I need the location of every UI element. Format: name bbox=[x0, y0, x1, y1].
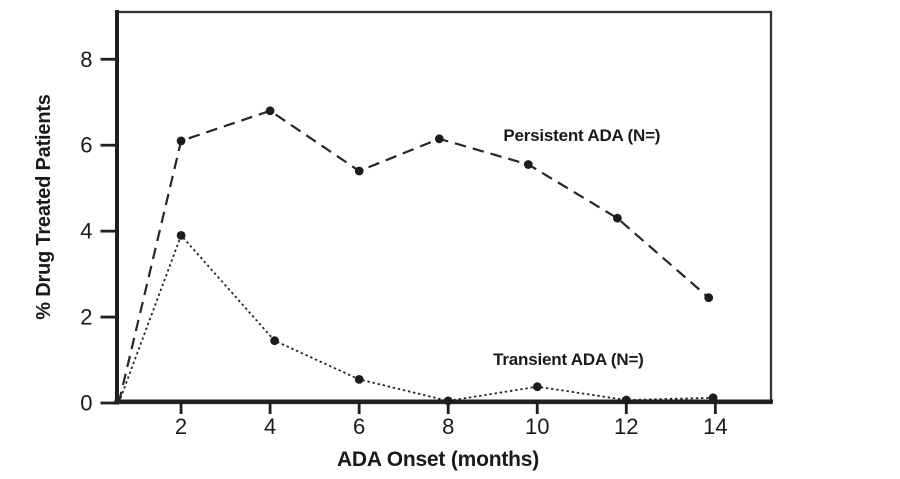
data-point-marker-persistent bbox=[613, 213, 622, 223]
x-axis-ticks: 2 4 6 8 10 12 14 bbox=[175, 403, 728, 439]
series-line-persistent bbox=[117, 109, 710, 404]
data-point-marker-transient bbox=[532, 382, 542, 392]
x-tick-label: 4 bbox=[264, 414, 276, 439]
plot-border bbox=[115, 10, 773, 405]
y-tick-label: 4 bbox=[80, 219, 92, 244]
y-axis-ticks: 0 2 4 6 8 bbox=[80, 47, 117, 416]
data-point-marker-persistent bbox=[434, 134, 444, 144]
data-point-marker-transient bbox=[443, 396, 453, 406]
series-layer bbox=[117, 106, 718, 406]
data-point-marker-persistent bbox=[523, 160, 533, 169]
y-tick-label: 0 bbox=[80, 391, 92, 416]
x-tick-label: 6 bbox=[353, 414, 365, 439]
x-tick-label: 8 bbox=[442, 414, 454, 439]
data-point-marker-persistent bbox=[704, 293, 714, 303]
y-tick-label: 8 bbox=[80, 47, 92, 72]
x-tick-label: 2 bbox=[175, 414, 187, 439]
x-tick-label: 10 bbox=[525, 414, 549, 439]
x-tick-label: 14 bbox=[703, 414, 727, 439]
series-label-transient: Transient ADA (N=) bbox=[493, 350, 644, 369]
series-label-persistent: Persistent ADA (N=) bbox=[503, 126, 660, 145]
data-point-marker-transient bbox=[176, 231, 186, 240]
y-axis-title: % Drug Treated Patients bbox=[33, 94, 55, 320]
data-point-marker-transient bbox=[621, 395, 631, 405]
data-point-marker-transient bbox=[708, 393, 718, 403]
data-point-marker-persistent bbox=[354, 166, 364, 176]
x-axis-title: ADA Onset (months) bbox=[337, 448, 539, 471]
x-tick-label: 12 bbox=[614, 414, 638, 439]
y-tick-label: 2 bbox=[80, 305, 92, 330]
y-tick-label: 6 bbox=[80, 133, 92, 158]
data-point-marker-transient bbox=[270, 336, 279, 346]
series-line-transient bbox=[117, 233, 714, 404]
data-point-marker-transient bbox=[354, 375, 364, 384]
data-point-marker-persistent bbox=[265, 106, 275, 116]
data-point-marker-persistent bbox=[176, 136, 186, 146]
